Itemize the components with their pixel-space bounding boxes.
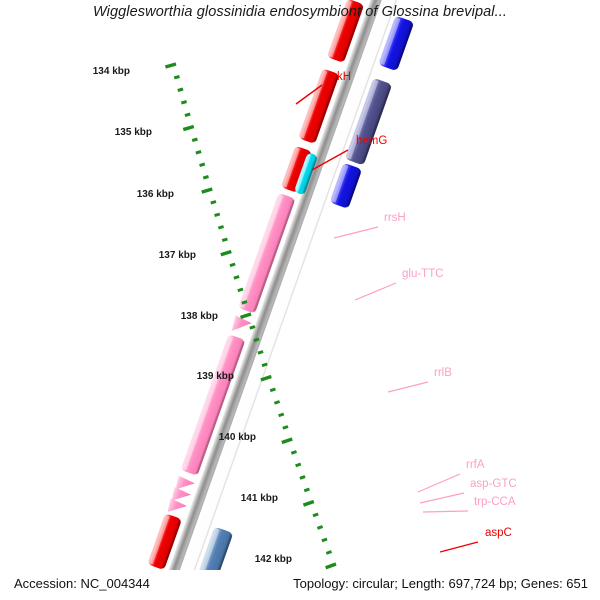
ruler-minor-tick: [177, 87, 184, 92]
ruler-minor-tick: [195, 150, 202, 155]
ruler-label: 138 kbp: [180, 311, 218, 322]
gene-feature[interactable]: [238, 193, 296, 314]
ruler-label: 136 kbp: [136, 189, 174, 200]
ruler-minor-tick: [229, 262, 236, 268]
leader-line: [333, 226, 379, 239]
gene-label-trp-cca[interactable]: trp-CCA: [474, 496, 516, 508]
leader-line: [387, 381, 429, 393]
gene-feature[interactable]: [230, 315, 252, 336]
ruler-major-tick: [260, 374, 272, 382]
gene-label-rrsh[interactable]: rrsH: [384, 212, 406, 224]
ruler-minor-tick: [273, 400, 281, 405]
status-bar: Accession: NC_004344 Topology: circular;…: [0, 570, 600, 600]
ruler-major-tick: [281, 437, 293, 445]
ruler-minor-tick: [184, 112, 191, 117]
ruler-minor-tick: [199, 162, 206, 167]
ruler-minor-tick: [303, 487, 310, 493]
ruler-minor-tick: [290, 450, 297, 455]
ruler-minor-tick: [257, 350, 264, 355]
ruler-minor-tick: [269, 387, 276, 393]
genome-backbone[interactable]: [147, 0, 413, 600]
ruler-minor-tick: [249, 325, 256, 330]
ruler-minor-tick: [316, 525, 324, 530]
ruler-major-tick: [164, 62, 177, 69]
ruler-minor-tick: [325, 550, 333, 555]
ruler-major-tick: [220, 249, 232, 257]
ruler-label: 135 kbp: [114, 127, 152, 138]
ruler-label: 137 kbp: [158, 250, 196, 261]
ruler-minor-tick: [261, 362, 268, 368]
leader-line: [419, 492, 465, 504]
gene-feature[interactable]: [345, 78, 393, 166]
gene-feature[interactable]: [174, 475, 196, 494]
ruler-label: 140 kbp: [218, 432, 256, 443]
ruler-minor-tick: [278, 412, 285, 418]
gene-feature[interactable]: [294, 152, 318, 195]
ruler-major-tick: [201, 187, 213, 194]
ruler-minor-tick: [191, 137, 198, 142]
gene-feature[interactable]: [170, 486, 192, 506]
ruler-minor-tick: [237, 287, 244, 293]
ruler-minor-tick: [282, 425, 289, 430]
leader-line: [295, 84, 323, 105]
ruler-minor-tick: [217, 225, 225, 230]
ruler-label: 139 kbp: [196, 371, 234, 382]
ruler-major-tick: [302, 499, 315, 507]
gene-feature[interactable]: [180, 334, 245, 476]
leader-line: [417, 473, 461, 493]
leader-line: [422, 510, 469, 513]
leader-line: [354, 282, 397, 301]
ruler-label: 134 kbp: [92, 66, 130, 77]
ruler-minor-tick: [241, 300, 248, 305]
leader-line: [439, 541, 479, 553]
ruler-major-tick: [182, 124, 195, 132]
gene-label-asp-gtc[interactable]: asp-GTC: [470, 478, 517, 490]
genome-summary-text: Topology: circular; Length: 697,724 bp; …: [293, 576, 588, 591]
ruler-minor-tick: [295, 462, 302, 468]
ruler-minor-tick: [221, 237, 228, 243]
ruler-minor-tick: [312, 512, 319, 518]
ruler-minor-tick: [202, 175, 209, 180]
accession-text: Accession: NC_004344: [14, 576, 150, 591]
ruler-major-tick: [240, 312, 252, 319]
gene-label-rrlb[interactable]: rrlB: [434, 367, 452, 379]
gene-feature[interactable]: [378, 16, 414, 72]
ruler-minor-tick: [253, 337, 260, 343]
gene-label-hemg[interactable]: hemG: [356, 135, 388, 147]
ruler-tick-marks: [164, 62, 337, 570]
gene-label-rrfa[interactable]: rrfA: [466, 459, 485, 471]
label-leader-lines: [295, 84, 479, 553]
ruler-minor-tick: [173, 75, 180, 80]
gene-feature[interactable]: [166, 498, 188, 517]
ruler-label: 142 kbp: [254, 554, 292, 565]
leader-line: [311, 149, 349, 171]
ruler-minor-tick: [321, 537, 328, 543]
ruler-minor-tick: [214, 212, 221, 218]
gene-feature[interactable]: [327, 0, 365, 63]
ruler-label: 141 kbp: [240, 493, 278, 504]
gene-label-trkh[interactable]: trkH: [330, 71, 352, 83]
ruler-minor-tick: [299, 475, 306, 480]
ruler-minor-tick: [180, 100, 188, 105]
gene-label-aspc[interactable]: aspC: [485, 527, 512, 539]
ruler-minor-tick: [233, 275, 240, 280]
ruler-major-tick: [325, 562, 337, 570]
gene-feature[interactable]: [298, 68, 340, 144]
gene-feature[interactable]: [147, 513, 182, 570]
ruler-minor-tick: [210, 200, 217, 205]
gene-label-glu-ttc[interactable]: glu-TTC: [402, 268, 444, 280]
gene-feature[interactable]: [329, 163, 362, 209]
